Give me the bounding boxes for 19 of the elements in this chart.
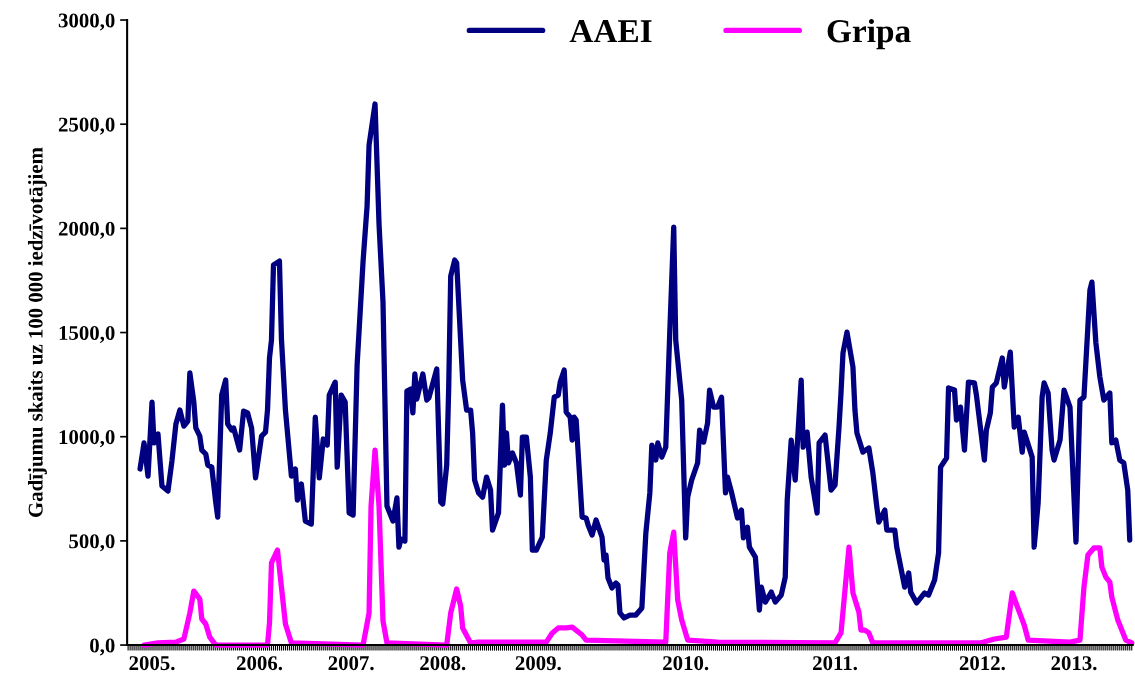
y-tick-label: 2000,0	[58, 221, 115, 239]
y-tick-label: 0,0	[90, 638, 115, 656]
x-tick-label: 2013.	[1051, 656, 1097, 671]
x-tick-label: 2006.	[236, 656, 283, 671]
x-tick-label: 2010.	[663, 656, 709, 671]
legend-label: Gripa	[827, 18, 911, 50]
y-axis-title: Gadījumu skaits uz 100 000 iedzīvotājiem	[28, 147, 47, 517]
x-tick-label: 2005.	[129, 656, 175, 671]
x-tick-label: 2012.	[959, 656, 1005, 671]
x-tick-label: 2008.	[420, 656, 466, 671]
x-tick-label: 2007.	[328, 656, 374, 671]
y-tick-label: 1500,0	[59, 325, 115, 343]
x-tick-label: 2011.	[813, 656, 857, 671]
y-tick-label: 2500,0	[58, 117, 115, 135]
legend-label: AAEI	[569, 20, 652, 43]
y-tick-label: 1000,0	[59, 430, 115, 448]
x-tick-label: 2009.	[515, 656, 561, 671]
y-tick-label: 500,0	[69, 534, 115, 552]
y-tick-label: 3000,0	[58, 13, 115, 31]
